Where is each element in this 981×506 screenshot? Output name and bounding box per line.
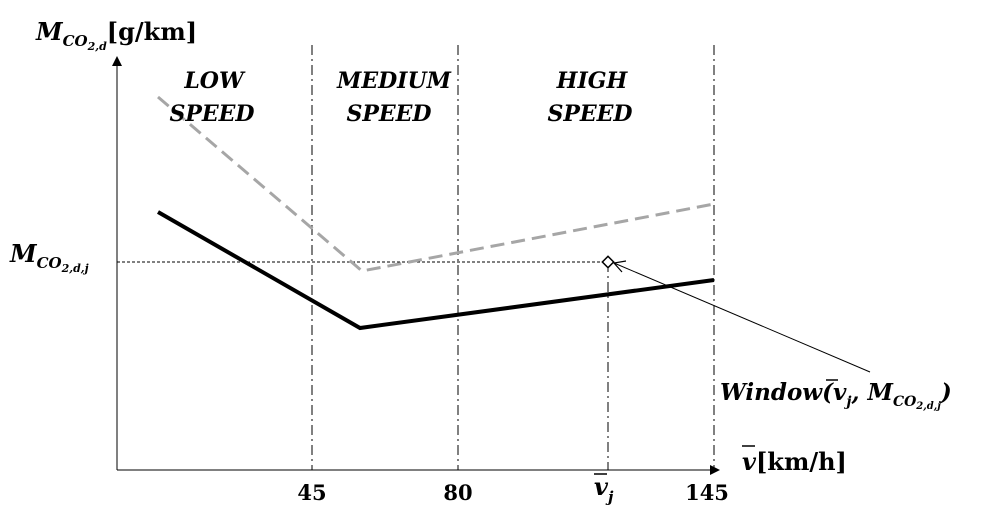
- zone-high-line2: SPEED: [547, 101, 632, 127]
- window-pointer-head: [612, 260, 627, 273]
- tick-45: 45: [297, 480, 326, 505]
- zone-low-line1: LOW: [183, 68, 246, 94]
- window-point: [601, 255, 615, 269]
- upper-curve: [157, 95, 715, 273]
- tick-145: 145: [685, 480, 729, 505]
- tick-80: 80: [443, 480, 472, 505]
- zone-medium-line2: SPEED: [346, 101, 431, 127]
- zone-low-line2: SPEED: [169, 101, 254, 127]
- window-pointer: [613, 262, 871, 373]
- x-axis-label: v[km/h]: [742, 447, 847, 476]
- y-axis-label: MCO2,d[g/km]: [35, 17, 197, 53]
- vj-label: vj: [594, 472, 614, 506]
- zone-high-line1: HIGH: [556, 68, 629, 94]
- lower-curve: [157, 210, 715, 331]
- y-marker-label: MCO2,d,j: [9, 239, 89, 275]
- window-label: Window(vj, MCO2,d,j): [720, 379, 952, 412]
- zone-medium-line1: MEDIUM: [336, 68, 452, 94]
